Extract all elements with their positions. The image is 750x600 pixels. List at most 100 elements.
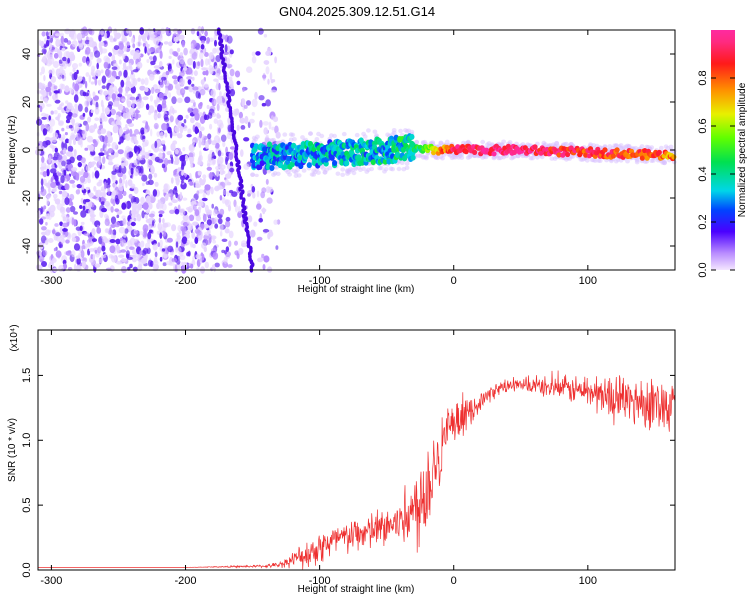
band-halo <box>316 170 321 175</box>
noise-blob <box>40 178 44 187</box>
noise-blob <box>80 250 85 259</box>
snr-panel: -300 -200 -100 0 100 0.0 0.5 1.0 1.5 Height of s… <box>7 324 676 595</box>
noise-blob <box>149 47 156 53</box>
noise-blob <box>144 139 149 147</box>
noise-blob <box>213 34 217 41</box>
noise-blob <box>215 73 220 78</box>
noise-blob <box>153 65 160 69</box>
noise-blob <box>150 156 156 160</box>
noise-blob <box>64 216 70 223</box>
noise-blob <box>181 170 184 176</box>
band-halo <box>634 158 640 163</box>
noise-blob <box>121 215 126 220</box>
snr-frame <box>37 329 676 571</box>
noise-blob <box>198 130 203 139</box>
noise-blob <box>112 189 118 197</box>
spectrogram-x-label: Height of straight line (km) <box>298 284 415 295</box>
noise-blob <box>227 264 233 268</box>
noise-blob <box>186 134 192 138</box>
noise-blob <box>82 112 86 117</box>
noise-blob <box>137 203 143 211</box>
noise-blob <box>82 171 89 178</box>
noise-blob <box>108 101 113 107</box>
noise-blob <box>128 193 133 199</box>
noise-blob <box>192 243 196 249</box>
band-halo <box>308 131 313 136</box>
noise-blob <box>88 74 92 83</box>
noise-blob <box>149 95 154 102</box>
noise-blob <box>57 114 60 122</box>
noise-blob <box>132 266 138 272</box>
noise-blob <box>131 37 135 44</box>
noise-blob <box>41 116 48 120</box>
noise-blob <box>243 137 250 142</box>
noise-blob <box>66 40 72 45</box>
noise-blob <box>215 168 220 177</box>
colorbar-gradient <box>711 30 735 270</box>
noise-blob <box>207 133 212 140</box>
noise-blob <box>48 115 51 121</box>
noise-blob <box>114 221 121 228</box>
noise-blob <box>114 32 121 40</box>
noise-blob <box>102 135 105 143</box>
noise-blob <box>158 217 162 224</box>
band-halo <box>404 165 410 170</box>
noise-blob <box>129 96 136 101</box>
noise-blob <box>229 146 236 150</box>
band-halo <box>396 166 402 172</box>
noise-blob <box>38 264 43 270</box>
noise-blob <box>188 143 195 152</box>
noise-blob <box>100 201 105 206</box>
band-core <box>463 149 469 155</box>
noise-blob <box>82 133 86 139</box>
band-core <box>410 154 416 161</box>
noise-blob <box>41 56 47 64</box>
noise-blob <box>93 185 97 192</box>
noise-blob <box>168 202 173 206</box>
noise-blob <box>94 249 98 254</box>
noise-blob <box>228 230 234 239</box>
noise-blob <box>204 184 211 191</box>
noise-blob <box>187 128 192 135</box>
noise-blob <box>204 58 209 66</box>
noise-blob <box>71 113 78 118</box>
noise-blob <box>98 157 102 166</box>
noise-blob <box>270 79 274 84</box>
noise-blob <box>179 155 186 162</box>
noise-blob <box>68 138 72 146</box>
noise-blob <box>118 70 122 77</box>
noise-blob <box>118 42 124 51</box>
noise-blob <box>180 88 186 96</box>
noise-blob <box>159 239 163 248</box>
noise-blob <box>170 192 173 201</box>
noise-blob <box>222 51 229 55</box>
noise-blob <box>151 220 155 227</box>
noise-blob <box>151 86 155 94</box>
noise-blob <box>169 154 173 159</box>
noise-blob <box>128 62 132 69</box>
noise-blob <box>265 66 270 75</box>
noise-blob <box>129 237 136 246</box>
noise-blob <box>206 219 212 226</box>
noise-blob <box>200 58 204 68</box>
noise-blob <box>140 196 145 205</box>
x-tick-label: 0 <box>451 275 457 287</box>
noise-blob <box>41 156 45 164</box>
noise-blob <box>144 29 148 38</box>
noise-blob <box>141 174 148 182</box>
noise-blob <box>87 178 91 184</box>
noise-blob <box>108 155 114 160</box>
noise-blob <box>246 100 251 106</box>
noise-blob <box>102 156 106 164</box>
noise-blob <box>107 135 113 144</box>
noise-blob <box>112 198 116 207</box>
noise-blob <box>142 135 146 140</box>
noise-blob <box>144 46 147 54</box>
noise-blob <box>249 118 255 124</box>
noise-blob <box>225 156 228 165</box>
noise-blob <box>98 135 101 139</box>
noise-blob <box>189 99 196 104</box>
noise-blob <box>134 128 139 135</box>
noise-blob <box>71 40 78 48</box>
noise-blob <box>210 186 214 195</box>
